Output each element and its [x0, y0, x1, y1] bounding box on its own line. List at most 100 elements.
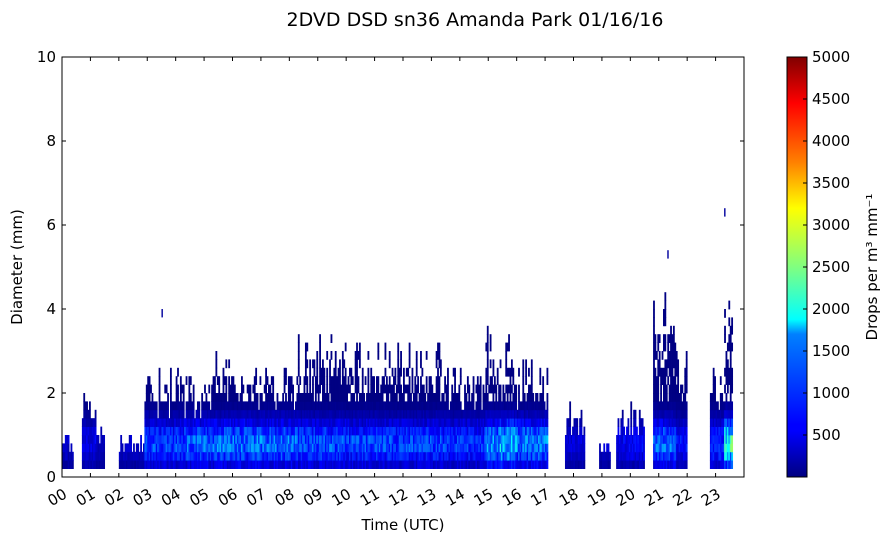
heatmap-cell: [522, 359, 525, 369]
heatmap-cell: [150, 409, 152, 419]
heatmap-cell: [657, 451, 660, 461]
heatmap-cell: [196, 418, 199, 427]
heatmap-cell: [724, 443, 726, 453]
heatmap-cell: [569, 435, 572, 444]
heatmap-cell: [185, 460, 188, 469]
heatmap-cell: [653, 418, 655, 427]
heatmap-cell: [235, 418, 238, 427]
heatmap-cell: [246, 401, 249, 411]
heatmap-cell: [182, 451, 185, 461]
heatmap-cell: [69, 460, 71, 469]
heatmap-cell: [310, 426, 313, 436]
heatmap-cell: [167, 401, 169, 411]
heatmap-cell: [374, 418, 377, 427]
heatmap-cell: [167, 460, 169, 469]
heatmap-cell: [97, 435, 100, 444]
heatmap-cell: [339, 435, 341, 444]
heatmap-cell: [353, 460, 356, 469]
heatmap-cell: [404, 443, 407, 453]
heatmap-cell: [410, 443, 412, 453]
heatmap-cell: [351, 426, 354, 436]
heatmap-cell: [252, 401, 255, 411]
heatmap-cell: [192, 460, 195, 469]
heatmap-cell: [441, 418, 444, 427]
heatmap-cell: [174, 443, 177, 453]
heatmap-cell: [492, 451, 495, 461]
heatmap-cell: [201, 409, 204, 419]
heatmap-cell: [393, 418, 395, 427]
heatmap-cell: [717, 451, 719, 461]
heatmap-cell: [167, 409, 169, 419]
heatmap-cell: [181, 451, 184, 461]
heatmap-cell: [678, 435, 681, 444]
heatmap-cell: [714, 376, 716, 385]
heatmap-cell: [371, 409, 374, 419]
heatmap-cell: [255, 409, 258, 419]
heatmap-cell: [145, 409, 148, 419]
heatmap-cell: [334, 351, 337, 360]
heatmap-cell: [574, 460, 577, 469]
heatmap-cell: [471, 451, 474, 461]
heatmap-cell: [272, 393, 275, 402]
heatmap-cell: [312, 401, 314, 411]
heatmap-cell: [506, 418, 509, 427]
heatmap-cell: [127, 443, 130, 453]
heatmap-cell: [425, 443, 428, 453]
heatmap-cell: [431, 418, 434, 427]
heatmap-cell: [425, 401, 428, 411]
heatmap-cell: [400, 460, 402, 469]
heatmap-cell: [276, 443, 279, 453]
heatmap-cell: [177, 426, 179, 436]
heatmap-cell: [516, 409, 519, 419]
heatmap-cell: [681, 409, 684, 419]
heatmap-cell: [330, 334, 333, 343]
heatmap-cell: [216, 418, 219, 427]
heatmap-cell: [499, 443, 502, 453]
heatmap-cell: [125, 451, 128, 461]
heatmap-cell: [539, 409, 542, 419]
heatmap-cell: [199, 435, 202, 444]
heatmap-cell: [219, 393, 222, 402]
heatmap-cell: [215, 393, 218, 402]
heatmap-cell: [731, 376, 734, 385]
heatmap-cell: [677, 460, 680, 469]
heatmap-cell: [336, 393, 339, 402]
heatmap-cell: [241, 443, 243, 453]
heatmap-cell: [684, 426, 687, 436]
heatmap-cell: [634, 443, 637, 453]
heatmap-cell: [218, 451, 221, 461]
heatmap-cell: [401, 401, 404, 411]
heatmap-cell: [576, 426, 579, 436]
heatmap-cell: [303, 401, 306, 411]
heatmap-cell: [309, 460, 312, 469]
heatmap-cell: [374, 435, 377, 444]
heatmap-cell: [231, 401, 233, 411]
heatmap-cell: [617, 435, 620, 444]
heatmap-cell: [260, 409, 263, 419]
heatmap-cell: [400, 359, 402, 369]
heatmap-cell: [94, 435, 97, 444]
heatmap-cell: [361, 460, 364, 469]
heatmap-cell: [508, 384, 510, 394]
heatmap-cell: [711, 401, 714, 411]
heatmap-cell: [506, 367, 509, 377]
heatmap-cell: [675, 409, 678, 419]
heatmap-cell: [412, 443, 415, 453]
heatmap-cell: [390, 435, 393, 444]
heatmap-cell: [84, 409, 87, 419]
heatmap-cell: [282, 460, 285, 469]
heatmap-cell: [391, 443, 394, 453]
heatmap-cell: [712, 426, 715, 436]
heatmap-cell: [148, 376, 151, 385]
heatmap-cell: [327, 451, 330, 461]
heatmap-cell: [66, 451, 69, 461]
heatmap-cell: [394, 426, 397, 436]
heatmap-cell: [229, 384, 232, 394]
heatmap-cell: [681, 435, 684, 444]
heatmap-cell: [523, 451, 526, 461]
heatmap-cell: [221, 460, 223, 469]
heatmap-cell: [417, 426, 420, 436]
heatmap-cell: [633, 409, 635, 419]
heatmap-cell: [528, 435, 530, 444]
heatmap-cell: [103, 460, 106, 469]
